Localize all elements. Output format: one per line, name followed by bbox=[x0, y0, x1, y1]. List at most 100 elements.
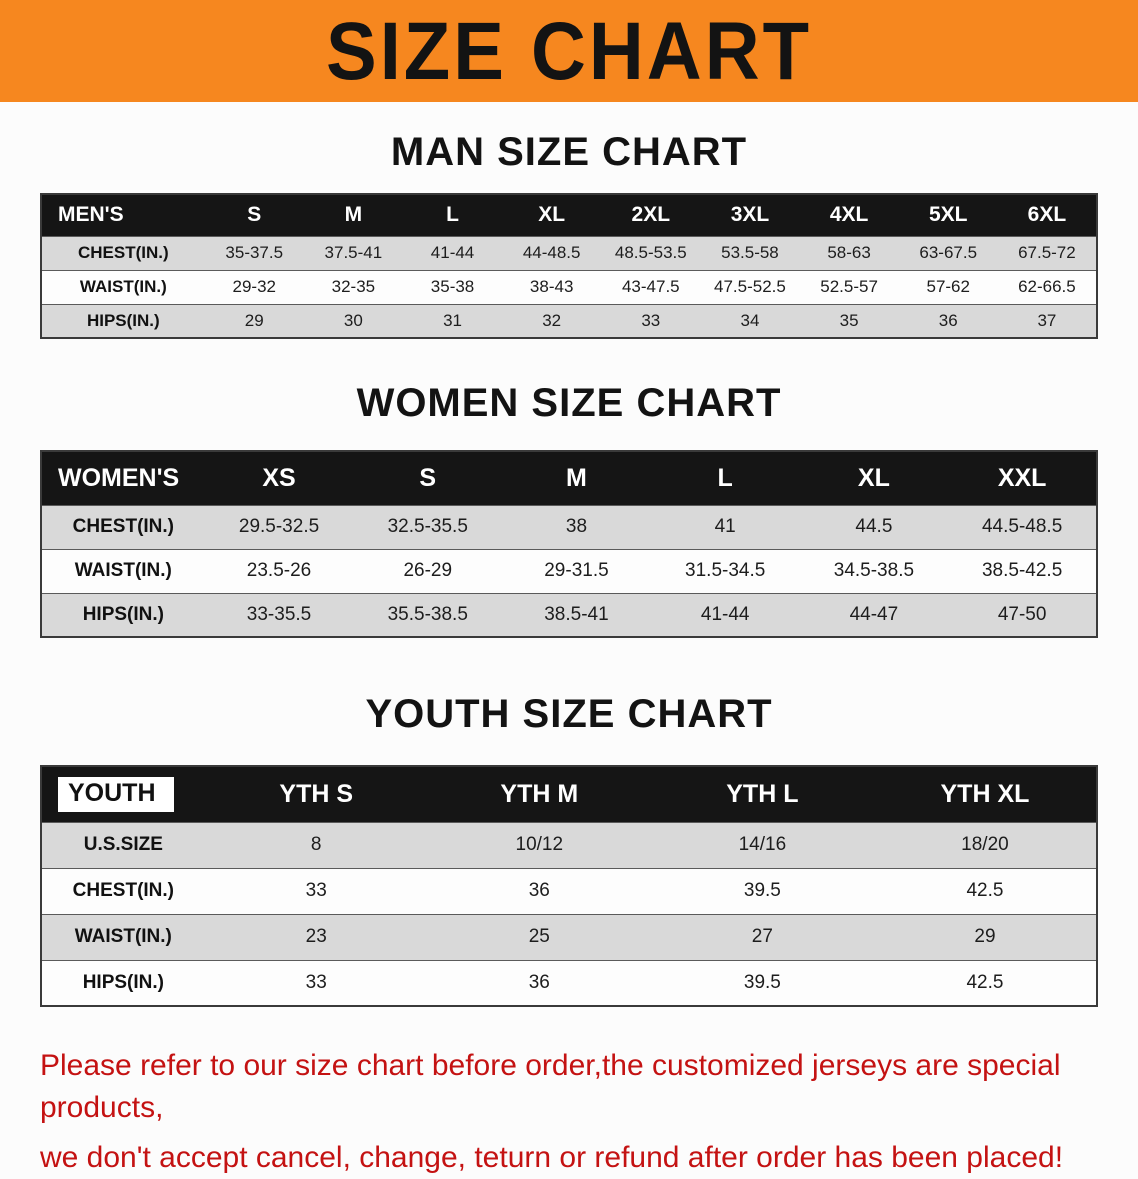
header-cell-text: XL bbox=[857, 463, 890, 492]
page-title: SIZE CHART bbox=[326, 5, 812, 97]
size-value-cell: 37 bbox=[997, 303, 1097, 338]
size-value-cell: 33 bbox=[204, 867, 428, 914]
size-header-cell: M bbox=[303, 194, 403, 236]
header-cell-text: 4XL bbox=[829, 203, 869, 227]
size-header-cell: S bbox=[353, 451, 503, 505]
table-row: HIPS(IN.) 33 36 39.5 42.5 bbox=[41, 959, 1097, 1006]
size-table: YOUTH YTH S YTH M YTH L YTH XL U.S.SIZE 8 10/12… bbox=[40, 765, 1098, 1007]
size-value-cell: 48.5-53.5 bbox=[601, 235, 701, 270]
size-value-cell: 30 bbox=[303, 303, 403, 338]
table-row: CHEST(IN.) 29.5-32.5 32.5-35.5 38 41 44.5 44.5… bbox=[41, 504, 1097, 549]
table-header-row: YOUTH YTH S YTH M YTH L YTH XL bbox=[41, 766, 1097, 822]
size-value-cell: 38 bbox=[502, 504, 651, 549]
disclaimer-line-1: Please refer to our size chart before or… bbox=[40, 1049, 1061, 1124]
header-cell-text: L bbox=[446, 203, 459, 227]
size-header-cell: YTH L bbox=[650, 766, 874, 822]
size-value-cell: 63-67.5 bbox=[898, 235, 998, 270]
size-value-cell: 35 bbox=[799, 303, 899, 338]
row-label: CHEST(IN.) bbox=[41, 235, 205, 270]
table-row: HIPS(IN.) 33-35.5 35.5-38.5 38.5-41 41-44 44-… bbox=[41, 592, 1097, 637]
women-size-section: WOMEN SIZE CHART WOMEN'S XS S M L XL XXL CHEST(… bbox=[0, 381, 1138, 638]
size-value-cell: 53.5-58 bbox=[700, 235, 800, 270]
size-value-cell: 33-35.5 bbox=[204, 592, 354, 637]
size-header-cell: 6XL bbox=[997, 194, 1097, 236]
size-value-cell: 18/20 bbox=[873, 821, 1097, 868]
youth-section-heading: YOUTH SIZE CHART bbox=[365, 692, 773, 736]
size-value-cell: 42.5 bbox=[873, 959, 1097, 1006]
size-header-cell: 3XL bbox=[700, 194, 800, 236]
size-value-cell: 23.5-26 bbox=[204, 548, 354, 593]
row-label: WAIST(IN.) bbox=[41, 548, 205, 593]
size-value-cell: 29.5-32.5 bbox=[204, 504, 354, 549]
row-label: HIPS(IN.) bbox=[41, 303, 205, 338]
size-header-cell: YTH S bbox=[204, 766, 428, 822]
size-value-cell: 33 bbox=[204, 959, 428, 1006]
banner: SIZE CHART bbox=[0, 0, 1138, 102]
size-value-cell: 36 bbox=[898, 303, 998, 338]
table-row: U.S.SIZE 8 10/12 14/16 18/20 bbox=[41, 821, 1097, 868]
size-value-cell: 39.5 bbox=[650, 867, 874, 914]
header-cell-text: MEN'S bbox=[58, 203, 124, 227]
header-cell-text: WOMEN'S bbox=[58, 463, 180, 492]
size-value-cell: 57-62 bbox=[898, 269, 998, 304]
header-cell-text: L bbox=[717, 463, 733, 492]
size-value-cell: 47-50 bbox=[948, 592, 1097, 637]
men-section-heading: MAN SIZE CHART bbox=[390, 130, 748, 174]
size-value-cell: 41-44 bbox=[402, 235, 503, 270]
size-value-cell: 38.5-42.5 bbox=[948, 548, 1097, 593]
table-row: CHEST(IN.) 33 36 39.5 42.5 bbox=[41, 867, 1097, 914]
table-row: WAIST(IN.) 23 25 27 29 bbox=[41, 913, 1097, 960]
size-value-cell: 35-38 bbox=[402, 269, 503, 304]
size-value-cell: 29-32 bbox=[204, 269, 304, 304]
header-cell-text: YOUTH bbox=[58, 776, 174, 812]
size-value-cell: 27 bbox=[650, 913, 874, 960]
size-value-cell: 36 bbox=[427, 867, 651, 914]
header-cell-text: XXL bbox=[997, 463, 1047, 492]
row-label: HIPS(IN.) bbox=[41, 959, 205, 1006]
size-header-cell: XXL bbox=[948, 451, 1097, 505]
table-row: HIPS(IN.) 29 30 31 32 33 34 35 36 37 bbox=[41, 303, 1097, 338]
size-value-cell: 25 bbox=[427, 913, 651, 960]
size-value-cell: 34 bbox=[700, 303, 800, 338]
header-cell-text: YTH XL bbox=[940, 779, 1030, 808]
disclaimer-line-2: we don't accept cancel, change, teturn o… bbox=[40, 1141, 1064, 1174]
header-cell-text: XL bbox=[538, 203, 566, 227]
size-header-cell: L bbox=[402, 194, 503, 236]
table-row: WAIST(IN.) 29-32 32-35 35-38 38-43 43-47.5 47.… bbox=[41, 269, 1097, 304]
row-label: WAIST(IN.) bbox=[41, 269, 205, 304]
header-cell-text: S bbox=[247, 203, 262, 227]
size-value-cell: 26-29 bbox=[353, 548, 503, 593]
size-value-cell: 38-43 bbox=[502, 269, 602, 304]
size-header-cell: YTH XL bbox=[873, 766, 1097, 822]
disclaimer: Please refer to our size chart before or… bbox=[40, 1045, 1098, 1179]
table-header-row: WOMEN'S XS S M L XL XXL bbox=[41, 451, 1097, 505]
size-header-cell: 5XL bbox=[898, 194, 998, 236]
size-value-cell: 31.5-34.5 bbox=[650, 548, 800, 593]
row-label: CHEST(IN.) bbox=[41, 504, 205, 549]
size-value-cell: 14/16 bbox=[650, 821, 874, 868]
youth-size-section: YOUTH SIZE CHART YOUTH YTH S YTH M YTH L YTH… bbox=[0, 692, 1138, 1007]
size-value-cell: 29 bbox=[204, 303, 304, 338]
size-value-cell: 44.5 bbox=[799, 504, 949, 549]
size-header-cell: M bbox=[502, 451, 651, 505]
header-cell-text: YTH M bbox=[500, 779, 579, 808]
size-header-cell: 2XL bbox=[601, 194, 701, 236]
size-value-cell: 44-48.5 bbox=[502, 235, 602, 270]
size-value-cell: 23 bbox=[204, 913, 428, 960]
size-header-cell: S bbox=[204, 194, 304, 236]
men-size-table-wrap: MEN'S S M L XL 2XL 3XL 4XL 5XL 6XL CHEST(IN.) 35-37… bbox=[40, 193, 1098, 339]
size-table: WOMEN'S XS S M L XL XXL CHEST(IN.) 29.5-32.5 32.5… bbox=[40, 450, 1098, 638]
women-section-heading: WOMEN SIZE CHART bbox=[356, 381, 782, 425]
size-value-cell: 29 bbox=[873, 913, 1097, 960]
table-header-row: MEN'S S M L XL 2XL 3XL 4XL 5XL 6XL bbox=[41, 194, 1097, 236]
size-value-cell: 41-44 bbox=[650, 592, 800, 637]
women-size-table-wrap: WOMEN'S XS S M L XL XXL CHEST(IN.) 29.5-32.5 32.5… bbox=[40, 450, 1098, 638]
size-value-cell: 36 bbox=[427, 959, 651, 1006]
header-cell-text: M bbox=[344, 203, 363, 227]
table-row: CHEST(IN.) 35-37.5 37.5-41 41-44 44-48.5 48.5… bbox=[41, 235, 1097, 270]
row-label: HIPS(IN.) bbox=[41, 592, 205, 637]
size-value-cell: 38.5-41 bbox=[502, 592, 651, 637]
size-value-cell: 58-63 bbox=[799, 235, 899, 270]
size-value-cell: 47.5-52.5 bbox=[700, 269, 800, 304]
